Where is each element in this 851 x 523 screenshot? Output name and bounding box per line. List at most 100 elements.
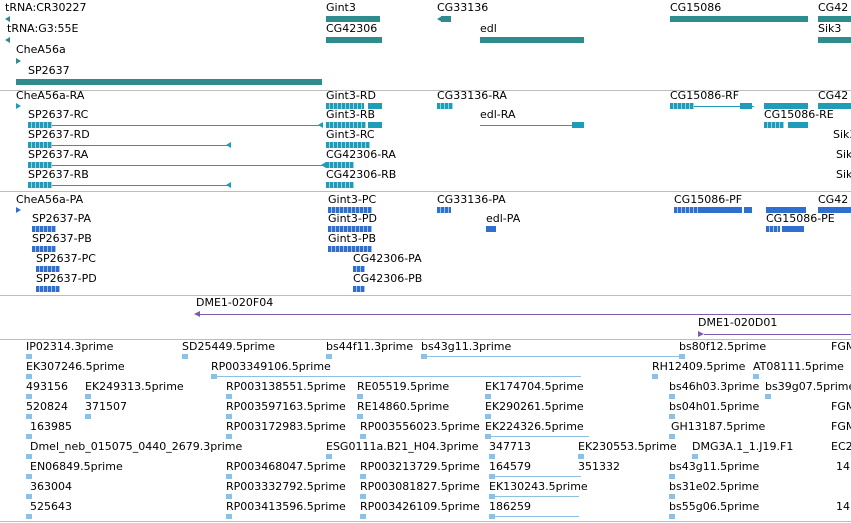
gene-feature[interactable]: edl	[480, 23, 590, 45]
transcript-feature[interactable]: SP2637-RA	[28, 149, 328, 169]
protein-feature[interactable]: CheA56a-PA	[16, 194, 116, 214]
transcript-feature[interactable]: SP2637-RD	[28, 129, 328, 149]
protein-feature[interactable]: CG15086-PF	[674, 194, 814, 214]
est-feature[interactable]: bs46h03.3prime	[669, 381, 769, 401]
est-feature[interactable]: Dmel_neb_015075_0440_2679.3prime	[26, 441, 256, 461]
est-feature[interactable]: 351332	[578, 461, 638, 481]
est-feature[interactable]: RP003468047.5prime	[226, 461, 356, 481]
est-feature[interactable]: EK224326.5prime	[485, 421, 595, 441]
est-feature[interactable]: RP003556023.5prime	[360, 421, 490, 441]
est-feature[interactable]: EK290261.5prime	[485, 401, 595, 421]
est-feature[interactable]: EC2	[831, 441, 851, 461]
gene-feature[interactable]: Sik3	[818, 23, 851, 45]
transcript-feature[interactable]: Sik	[836, 169, 851, 189]
transcript-feature[interactable]: CG33136-RA	[437, 90, 527, 110]
gene-feature[interactable]: CG33136	[437, 2, 507, 24]
est-feature[interactable]: FGM	[831, 341, 851, 361]
est-feature[interactable]: EK249313.5prime	[85, 381, 185, 401]
transcript-feature[interactable]: Sik3	[833, 129, 851, 149]
est-feature[interactable]: EK307246.5prime	[26, 361, 146, 381]
est-feature[interactable]: 14	[836, 501, 851, 521]
est-feature[interactable]: 163985	[26, 421, 76, 441]
protein-feature[interactable]: SP2637-PD	[36, 273, 136, 293]
est-feature[interactable]: RP003172983.5prime	[226, 421, 356, 441]
transcript-feature[interactable]: CG15086-RF	[670, 90, 810, 110]
est-feature[interactable]: 164579	[489, 461, 581, 481]
est-feature[interactable]: RP003213729.5prime	[360, 461, 490, 481]
est-feature[interactable]: bs80f12.5prime	[679, 341, 789, 361]
transcript-feature[interactable]: edl-RA	[480, 109, 590, 129]
est-feature[interactable]: 347713	[489, 441, 569, 461]
transcript-feature[interactable]: SP2637-RC	[28, 109, 328, 129]
protein-feature[interactable]: Gint3-PC	[326, 194, 396, 214]
est-feature[interactable]: bs31e02.5prime	[669, 481, 769, 501]
est-feature[interactable]: RP003138551.5prime	[226, 381, 356, 401]
est-feature[interactable]: 525643	[26, 501, 86, 521]
transcript-feature[interactable]: CG15086-RE	[764, 109, 851, 129]
protein-feature[interactable]: Gint3-PB	[328, 233, 398, 253]
est-feature[interactable]: bs43g11.3prime	[421, 341, 681, 361]
est-feature[interactable]: EN06849.5prime	[26, 461, 136, 481]
est-feature[interactable]: GH13187.5prime	[669, 421, 769, 441]
transcript-feature[interactable]: CG42306-RB	[326, 169, 416, 189]
est-feature[interactable]: 363004	[26, 481, 86, 501]
est-feature[interactable]: RE05519.5prime	[357, 381, 457, 401]
est-feature[interactable]: FGM	[831, 421, 851, 441]
gene-feature[interactable]: CG42306	[326, 23, 386, 45]
est-feature[interactable]: FGM	[831, 401, 851, 421]
transcript-feature[interactable]: Sik	[836, 149, 851, 169]
est-feature[interactable]: EK174704.5prime	[485, 381, 595, 401]
clone-feature[interactable]: DME1-020F04	[194, 297, 851, 317]
transcript-feature[interactable]: Gint3-RB	[326, 109, 386, 129]
est-feature[interactable]: SD25449.5prime	[182, 341, 312, 361]
transcript-feature[interactable]: SP2637-RB	[28, 169, 328, 189]
gene-feature[interactable]: Gint3	[326, 2, 386, 24]
protein-feature[interactable]: Gint3-PD	[328, 213, 398, 233]
est-feature[interactable]: RE14860.5prime	[357, 401, 457, 421]
est-feature[interactable]: ESG0111a.B21_H04.3prime	[326, 441, 496, 461]
protein-feature[interactable]: SP2637-PB	[32, 233, 132, 253]
transcript-feature[interactable]: CG42	[818, 90, 851, 110]
protein-feature[interactable]: CG42	[818, 194, 851, 214]
est-feature[interactable]: 520824	[26, 401, 76, 421]
est-feature[interactable]: 186259	[489, 501, 589, 521]
gene-feature[interactable]: tRNA:G3:55E	[5, 23, 95, 45]
protein-feature[interactable]: CG42306-PB	[353, 273, 443, 293]
est-feature[interactable]: RP003349106.5prime	[211, 361, 581, 381]
est-feature[interactable]: bs55g06.5prime	[669, 501, 769, 521]
gene-feature[interactable]: tRNA:CR30227	[5, 2, 87, 24]
gene-feature[interactable]: CG42	[818, 2, 851, 24]
est-feature[interactable]: RP003413596.5prime	[226, 501, 356, 521]
protein-feature[interactable]: edl-PA	[486, 213, 566, 233]
protein-feature[interactable]: SP2637-PA	[32, 213, 132, 233]
gene-feature[interactable]: SP2637	[16, 65, 326, 87]
est-feature[interactable]: RP003426109.5prime	[360, 501, 490, 521]
transcript-feature[interactable]: Gint3-RC	[326, 129, 386, 149]
est-feature[interactable]: DMG3A.1_1.J19.F1	[692, 441, 812, 461]
transcript-feature[interactable]: CheA56a-RA	[16, 90, 116, 110]
est-feature[interactable]: RH12409.5prime	[652, 361, 752, 381]
est-feature[interactable]: 14	[836, 461, 851, 481]
est-feature[interactable]: bs39g07.5prime	[765, 381, 851, 401]
protein-feature[interactable]: CG33136-PA	[437, 194, 527, 214]
est-feature[interactable]: IP02314.3prime	[26, 341, 126, 361]
est-feature[interactable]: EK230553.5prime	[578, 441, 678, 461]
est-feature[interactable]: 493156	[26, 381, 76, 401]
gene-feature[interactable]: CG15086	[670, 2, 810, 24]
est-feature[interactable]: AT08111.5prime	[753, 361, 851, 381]
est-feature[interactable]: RP003597163.5prime	[226, 401, 356, 421]
est-feature[interactable]: RP003081827.5prime	[360, 481, 490, 501]
est-feature[interactable]: bs43g11.5prime	[669, 461, 769, 481]
transcript-feature[interactable]: CG42306-RA	[326, 149, 416, 169]
protein-feature[interactable]: CG42306-PA	[353, 253, 443, 273]
protein-feature[interactable]: CG15086-PE	[766, 213, 851, 233]
protein-feature[interactable]: SP2637-PC	[36, 253, 136, 273]
est-feature[interactable]: bs44f11.3prime	[326, 341, 426, 361]
transcript-feature[interactable]: Gint3-RD	[326, 90, 386, 110]
est-feature[interactable]: bs04h01.5prime	[669, 401, 769, 421]
est-feature[interactable]: EK130243.5prime	[489, 481, 599, 501]
clone-feature[interactable]: DME1-020D01	[698, 317, 851, 337]
est-feature[interactable]: 371507	[85, 401, 135, 421]
est-feature[interactable]: RP003332792.5prime	[226, 481, 356, 501]
gene-feature[interactable]: CheA56a	[16, 44, 96, 66]
